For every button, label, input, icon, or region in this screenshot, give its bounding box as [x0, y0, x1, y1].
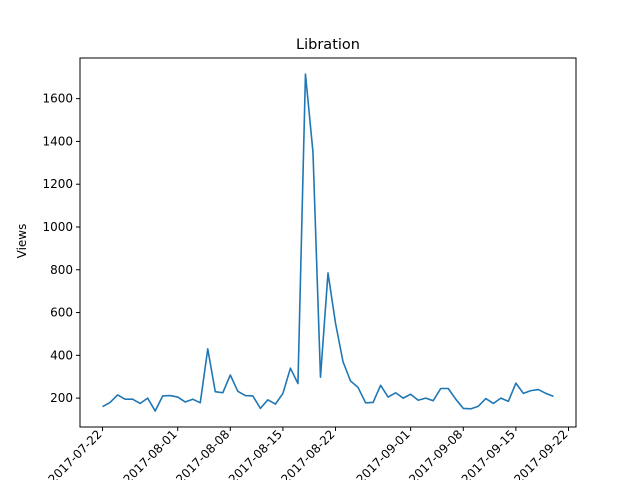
- data-point: [523, 393, 525, 395]
- data-point: [342, 361, 344, 363]
- data-point: [275, 403, 277, 405]
- data-point: [184, 401, 186, 403]
- data-point: [365, 402, 367, 404]
- chart-title: Libration: [296, 37, 360, 53]
- data-point: [493, 403, 495, 405]
- data-point: [417, 399, 419, 401]
- data-point: [117, 394, 119, 396]
- plot-series: [102, 73, 555, 412]
- data-point: [387, 396, 389, 398]
- data-point: [252, 395, 254, 397]
- data-point: [147, 397, 149, 399]
- data-point: [154, 410, 156, 412]
- data-point: [538, 389, 540, 391]
- series-line: [102, 73, 554, 412]
- data-point: [260, 408, 262, 410]
- data-point: [500, 397, 502, 399]
- data-point: [199, 402, 201, 404]
- data-point: [109, 402, 111, 404]
- data-point: [177, 396, 179, 398]
- data-point: [455, 398, 457, 400]
- data-point: [440, 388, 442, 390]
- data-point: [410, 393, 412, 395]
- y-tick-label: 800: [50, 263, 73, 277]
- data-point: [350, 380, 352, 382]
- data-point: [305, 73, 307, 75]
- data-point: [102, 406, 104, 408]
- y-axis: 200 400 600 800 1000 1200 1400 1600: [42, 92, 80, 405]
- data-point: [470, 408, 472, 410]
- data-point: [230, 374, 232, 376]
- data-point: [515, 382, 517, 384]
- data-point: [312, 151, 314, 153]
- data-point: [432, 400, 434, 402]
- data-point: [508, 401, 510, 403]
- y-tick-label: 400: [50, 348, 73, 362]
- data-point: [192, 398, 194, 400]
- data-point: [447, 388, 449, 390]
- data-point: [395, 392, 397, 394]
- y-tick-label: 1000: [42, 220, 73, 234]
- data-point: [237, 390, 239, 392]
- data-point: [267, 399, 269, 401]
- data-point: [545, 393, 547, 395]
- data-point: [425, 397, 427, 399]
- data-point: [357, 387, 359, 389]
- data-point: [245, 395, 247, 397]
- data-point: [139, 403, 141, 405]
- y-axis-title: Views: [15, 224, 29, 259]
- y-tick-label: 1400: [42, 134, 73, 148]
- data-point: [214, 391, 216, 393]
- y-tick-label: 200: [50, 391, 73, 405]
- data-point: [402, 397, 404, 399]
- data-point: [297, 383, 299, 385]
- data-point: [169, 395, 171, 397]
- plot-frame: [79, 57, 577, 428]
- data-point: [327, 272, 329, 274]
- data-point: [553, 396, 555, 398]
- data-point: [462, 408, 464, 410]
- data-point: [335, 322, 337, 324]
- data-point: [124, 398, 126, 400]
- data-point: [372, 402, 374, 404]
- y-tick-label: 1200: [42, 177, 73, 191]
- data-point: [222, 392, 224, 394]
- data-point: [132, 398, 134, 400]
- data-point: [290, 367, 292, 369]
- y-tick-label: 600: [50, 306, 73, 320]
- data-point: [320, 376, 322, 378]
- data-point: [207, 348, 209, 350]
- data-point: [282, 393, 284, 395]
- data-point: [478, 405, 480, 407]
- data-point: [485, 398, 487, 400]
- data-point: [380, 384, 382, 386]
- data-point: [530, 390, 532, 392]
- data-point: [162, 395, 164, 397]
- y-tick-label: 1600: [42, 92, 73, 106]
